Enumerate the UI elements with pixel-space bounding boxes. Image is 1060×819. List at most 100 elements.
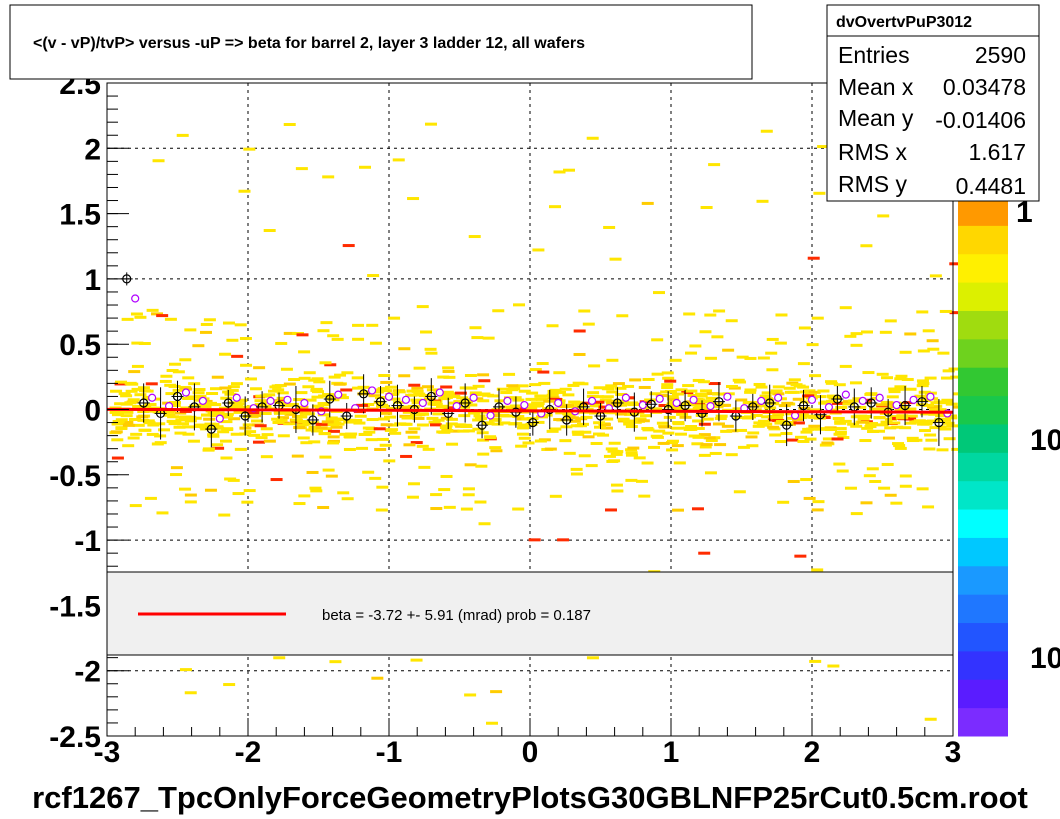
heat-cell	[383, 459, 396, 463]
heat-cell	[559, 439, 572, 443]
heat-cell	[673, 461, 686, 465]
heat-cell	[179, 385, 192, 389]
heat-cell	[424, 122, 437, 126]
heat-cell	[490, 690, 503, 694]
heat-cell	[593, 421, 606, 425]
heat-cell	[310, 388, 323, 392]
heat-cell	[571, 430, 584, 434]
heat-cell	[798, 326, 811, 330]
heat-cell	[573, 329, 586, 333]
heat-cell	[152, 159, 165, 163]
heat-cell	[929, 426, 942, 430]
heat-cell	[260, 455, 273, 459]
heat-cell	[811, 568, 824, 572]
heat-cell	[212, 426, 225, 430]
heat-cell	[207, 434, 220, 438]
heat-cell	[812, 500, 825, 504]
heat-cell	[302, 385, 315, 389]
heat-cell	[802, 427, 815, 431]
heat-cell	[929, 274, 942, 278]
heat-cell	[667, 439, 680, 443]
heat-cell	[627, 403, 640, 407]
heat-cell	[121, 421, 134, 425]
colorbar-label-top: 1	[1016, 196, 1033, 229]
heat-cell	[616, 314, 629, 318]
heat-cell	[850, 332, 863, 336]
heat-cell	[164, 317, 177, 321]
heat-cell	[115, 418, 128, 422]
heat-cell	[478, 522, 491, 526]
heat-cell	[666, 448, 679, 452]
heat-cell	[721, 424, 734, 428]
y-tick-label: 1.5	[59, 199, 101, 232]
heat-cell	[557, 538, 570, 542]
profile-point	[782, 420, 792, 430]
heat-cell	[422, 447, 435, 451]
heat-cell	[310, 489, 323, 493]
heat-cell	[443, 392, 456, 396]
stats-label-rmsy: RMS y	[838, 171, 908, 197]
heat-cell	[825, 381, 838, 385]
heat-cell	[781, 421, 794, 425]
heat-cell	[651, 338, 664, 342]
heat-cell	[122, 423, 135, 427]
heat-cell	[792, 421, 805, 425]
heat-cell	[199, 404, 212, 408]
profile-point-alt	[638, 400, 647, 410]
heat-cell	[733, 490, 746, 494]
heat-cell	[878, 486, 891, 490]
heat-cell	[889, 415, 902, 419]
heat-cell	[783, 386, 796, 390]
heat-cell	[300, 441, 313, 445]
heat-cell	[207, 433, 220, 437]
profile-point-alt	[554, 398, 563, 408]
heat-cell	[170, 473, 183, 477]
heat-cell	[732, 378, 745, 382]
heat-cell	[477, 373, 490, 377]
heat-cell	[794, 415, 807, 419]
heat-cell	[567, 383, 580, 387]
heat-cell	[692, 426, 705, 430]
heat-cell	[327, 334, 340, 338]
heat-cell	[553, 390, 566, 394]
heat-cell	[298, 350, 311, 354]
heat-cell	[458, 414, 471, 418]
heat-cell	[949, 262, 962, 266]
heat-cell	[424, 347, 437, 351]
heat-cell	[586, 656, 599, 660]
heat-cell	[380, 423, 393, 427]
heat-cell	[578, 454, 591, 458]
heat-cell	[233, 410, 246, 414]
profile-point	[359, 389, 369, 399]
heat-cell	[220, 456, 233, 460]
heat-cell	[796, 413, 809, 417]
profile-point	[325, 394, 335, 404]
heat-cell	[180, 406, 193, 410]
profile-point	[139, 398, 149, 408]
heat-cell	[756, 199, 769, 203]
profile-point-alt	[689, 395, 698, 404]
stats-value-meany: -0.01406	[935, 107, 1026, 133]
heat-cell	[682, 384, 695, 388]
title-box: <(v - vP)/tvP> versus -uP => beta for ba…	[9, 4, 753, 80]
heat-cell	[747, 431, 760, 435]
heat-cell	[413, 392, 426, 396]
heat-cell	[698, 453, 711, 457]
heat-cell	[343, 447, 356, 451]
profile-point	[934, 417, 944, 428]
heat-cell	[676, 412, 689, 416]
heat-cell	[927, 347, 940, 351]
heat-cell	[367, 274, 380, 278]
heat-cell	[687, 393, 700, 397]
profile-point-alt	[232, 393, 241, 402]
heat-cell	[515, 444, 528, 448]
heat-cell	[232, 492, 245, 496]
heat-cell	[737, 445, 750, 449]
heat-cell	[894, 377, 907, 381]
heat-cell	[321, 420, 334, 424]
heat-cell	[311, 395, 324, 399]
profile-point	[528, 417, 538, 428]
colorbar-step	[958, 480, 1008, 510]
heat-cell	[942, 369, 955, 373]
